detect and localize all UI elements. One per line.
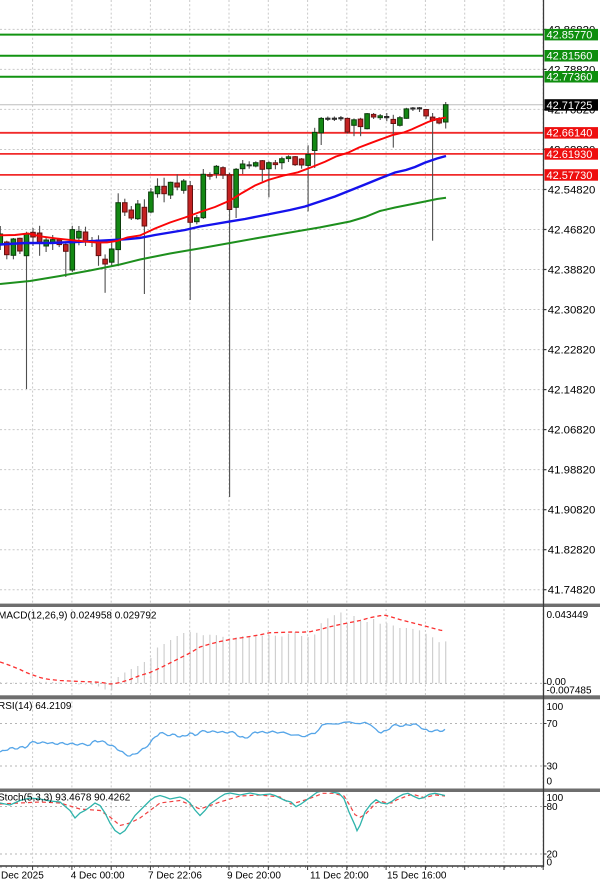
svg-text:100: 100 [547, 793, 564, 804]
svg-text:0.00: 0.00 [547, 677, 567, 688]
svg-text:42.77360: 42.77360 [547, 72, 593, 84]
svg-text:15 Dec 16:00: 15 Dec 16:00 [387, 871, 447, 882]
svg-text:0: 0 [547, 858, 553, 869]
svg-text:30: 30 [547, 762, 559, 773]
svg-text:42.54820: 42.54820 [548, 184, 596, 196]
svg-text:7 Dec 22:06: 7 Dec 22:06 [148, 871, 202, 882]
svg-text:-0.007485: -0.007485 [547, 686, 592, 697]
svg-text:41.82820: 41.82820 [548, 545, 596, 557]
svg-text:41.74820: 41.74820 [548, 585, 596, 597]
svg-text:42.06820: 42.06820 [548, 425, 596, 437]
svg-text:41.90820: 41.90820 [548, 505, 596, 517]
svg-text:100: 100 [547, 702, 564, 713]
svg-text:4 Dec 00:00: 4 Dec 00:00 [71, 871, 125, 882]
svg-text:41.98820: 41.98820 [548, 465, 596, 477]
svg-text:42.66140: 42.66140 [547, 128, 593, 140]
svg-text:42.46820: 42.46820 [548, 224, 596, 236]
svg-text:20: 20 [547, 850, 559, 861]
svg-text:42.38820: 42.38820 [548, 264, 596, 276]
svg-text:Dec 2025: Dec 2025 [1, 871, 44, 882]
svg-text:42.71725: 42.71725 [547, 100, 593, 112]
svg-text:42.57730: 42.57730 [547, 170, 593, 182]
svg-text:RSI(14) 64.2109: RSI(14) 64.2109 [0, 701, 72, 712]
svg-text:42.30820: 42.30820 [548, 305, 596, 317]
svg-text:0.043449: 0.043449 [547, 610, 589, 621]
svg-text:42.81560: 42.81560 [547, 51, 593, 63]
svg-text:11 Dec 20:00: 11 Dec 20:00 [310, 871, 369, 882]
svg-text:Stoch(5,3,3) 93.4678 90.4262: Stoch(5,3,3) 93.4678 90.4262 [0, 792, 131, 803]
svg-text:42.85770: 42.85770 [547, 30, 593, 42]
svg-text:42.22820: 42.22820 [548, 345, 596, 357]
svg-text:70: 70 [547, 719, 559, 730]
svg-text:MACD(12,26,9) 0.024958 0.02979: MACD(12,26,9) 0.024958 0.029792 [0, 611, 157, 622]
svg-text:9 Dec 20:00: 9 Dec 20:00 [227, 871, 281, 882]
svg-text:80: 80 [547, 802, 559, 813]
svg-text:42.14820: 42.14820 [548, 385, 596, 397]
svg-text:42.61930: 42.61930 [547, 149, 593, 161]
svg-text:0: 0 [547, 777, 553, 788]
